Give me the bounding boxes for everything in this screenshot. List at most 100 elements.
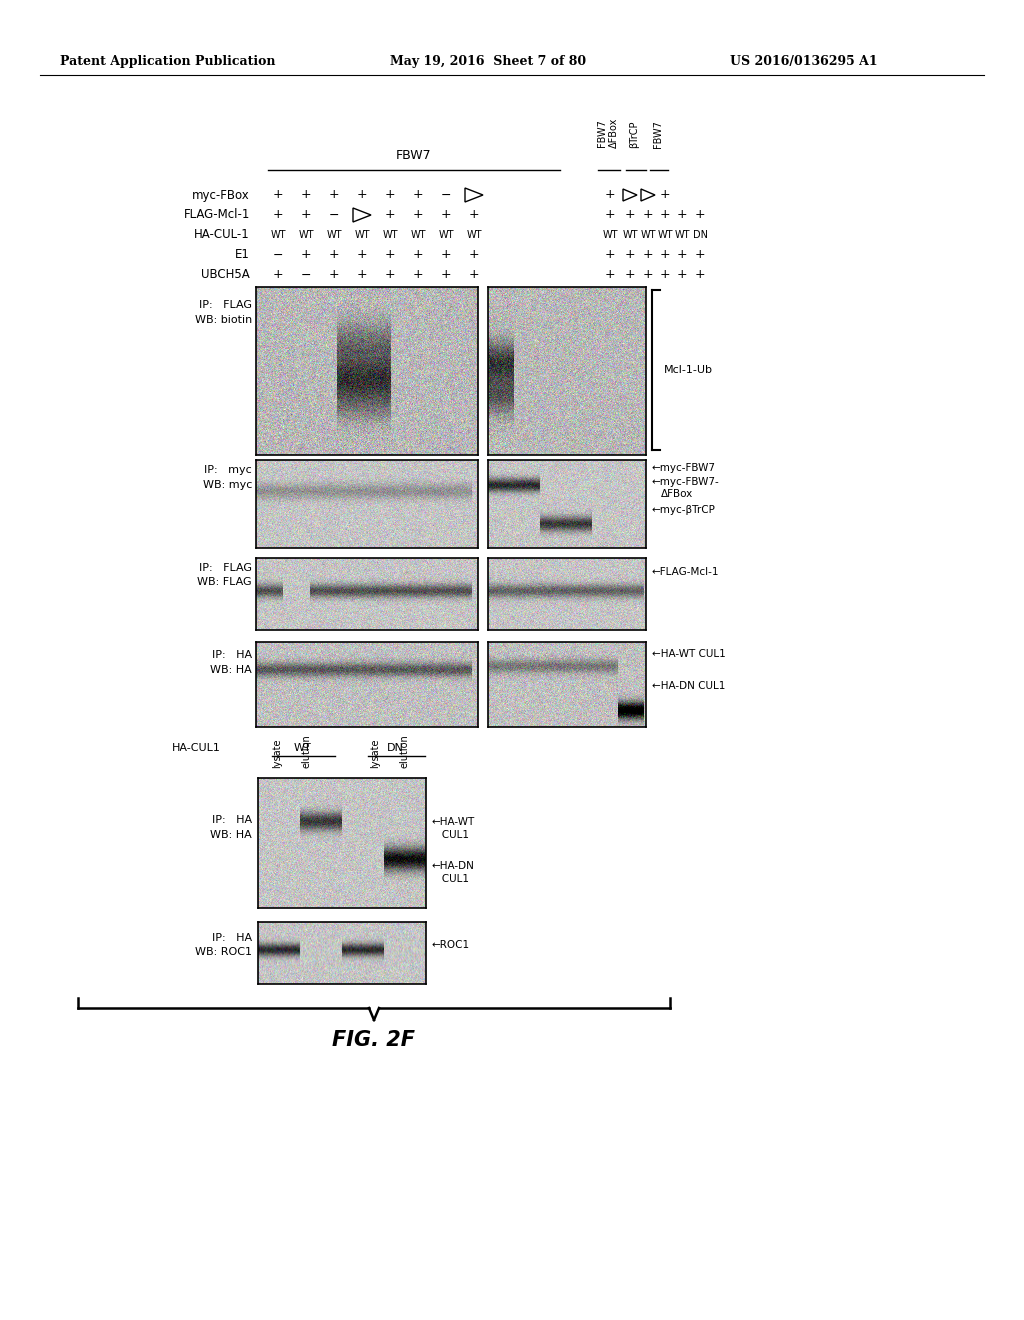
Text: ←myc-FBW7: ←myc-FBW7 xyxy=(652,463,716,473)
Text: +: + xyxy=(385,189,395,202)
Text: ΔFBox: ΔFBox xyxy=(662,488,693,499)
Text: +: + xyxy=(272,268,284,281)
Text: +: + xyxy=(625,209,635,222)
Text: May 19, 2016  Sheet 7 of 80: May 19, 2016 Sheet 7 of 80 xyxy=(390,55,586,69)
Text: +: + xyxy=(605,189,615,202)
Text: WB: ROC1: WB: ROC1 xyxy=(195,946,252,957)
Text: WT: WT xyxy=(623,230,638,240)
Text: WT: WT xyxy=(382,230,397,240)
Text: +: + xyxy=(677,268,687,281)
Text: −: − xyxy=(272,248,284,261)
Text: IP:   FLAG: IP: FLAG xyxy=(199,564,252,573)
Text: +: + xyxy=(469,248,479,261)
Text: +: + xyxy=(329,189,339,202)
Text: WT: WT xyxy=(270,230,286,240)
Text: +: + xyxy=(625,268,635,281)
Text: +: + xyxy=(356,268,368,281)
Text: +: + xyxy=(385,248,395,261)
Text: IP:   HA: IP: HA xyxy=(212,933,252,942)
Text: CUL1: CUL1 xyxy=(432,830,469,840)
Text: +: + xyxy=(301,189,311,202)
Text: +: + xyxy=(605,209,615,222)
Text: +: + xyxy=(385,268,395,281)
Text: ←HA-DN: ←HA-DN xyxy=(432,861,475,871)
Text: βTrCP: βTrCP xyxy=(629,120,639,148)
Text: HA-CUL1: HA-CUL1 xyxy=(172,743,221,752)
Text: ←HA-WT CUL1: ←HA-WT CUL1 xyxy=(652,649,726,659)
Text: myc-FBox: myc-FBox xyxy=(193,189,250,202)
Text: ←HA-WT: ←HA-WT xyxy=(432,817,475,828)
Text: +: + xyxy=(625,248,635,261)
Text: WT: WT xyxy=(411,230,426,240)
Text: −: − xyxy=(329,209,339,222)
Text: IP:   myc: IP: myc xyxy=(204,465,252,475)
Text: +: + xyxy=(605,248,615,261)
Text: +: + xyxy=(694,268,706,281)
Text: +: + xyxy=(440,248,452,261)
Text: ←HA-DN CUL1: ←HA-DN CUL1 xyxy=(652,681,725,690)
Text: WT: WT xyxy=(640,230,655,240)
Text: HA-CUL-1: HA-CUL-1 xyxy=(195,228,250,242)
Text: +: + xyxy=(385,209,395,222)
Text: WT: WT xyxy=(327,230,342,240)
Text: +: + xyxy=(413,189,423,202)
Text: ←FLAG-Mcl-1: ←FLAG-Mcl-1 xyxy=(652,568,720,577)
Text: +: + xyxy=(301,248,311,261)
Text: IP:   HA: IP: HA xyxy=(212,814,252,825)
Text: +: + xyxy=(659,209,671,222)
Text: WB: myc: WB: myc xyxy=(203,480,252,490)
Text: +: + xyxy=(659,189,671,202)
Text: ←myc-βTrCP: ←myc-βTrCP xyxy=(652,506,716,515)
Text: +: + xyxy=(469,209,479,222)
Text: WT: WT xyxy=(438,230,454,240)
Text: +: + xyxy=(413,209,423,222)
Text: Mcl-1-Ub: Mcl-1-Ub xyxy=(664,366,713,375)
Text: WT: WT xyxy=(293,743,311,752)
Text: +: + xyxy=(643,268,653,281)
Text: lysate: lysate xyxy=(370,738,380,768)
Text: WT: WT xyxy=(602,230,617,240)
Text: +: + xyxy=(272,209,284,222)
Text: FBW7: FBW7 xyxy=(396,149,432,162)
Text: +: + xyxy=(356,248,368,261)
Text: ←myc-FBW7-: ←myc-FBW7- xyxy=(652,477,720,487)
Text: WT: WT xyxy=(354,230,370,240)
Text: DN: DN xyxy=(692,230,708,240)
Text: Patent Application Publication: Patent Application Publication xyxy=(60,55,275,69)
Text: IP:   FLAG: IP: FLAG xyxy=(199,300,252,310)
Text: +: + xyxy=(469,268,479,281)
Text: +: + xyxy=(440,209,452,222)
Text: ←ROC1: ←ROC1 xyxy=(432,940,470,950)
Text: +: + xyxy=(694,209,706,222)
Text: E1: E1 xyxy=(236,248,250,261)
Text: +: + xyxy=(413,268,423,281)
Text: FLAG-Mcl-1: FLAG-Mcl-1 xyxy=(183,209,250,222)
Text: +: + xyxy=(329,268,339,281)
Text: WB: HA: WB: HA xyxy=(210,830,252,840)
Text: +: + xyxy=(694,248,706,261)
Text: FBW7
ΔFBox: FBW7 ΔFBox xyxy=(597,117,618,148)
Text: +: + xyxy=(440,268,452,281)
Text: lysate: lysate xyxy=(272,738,282,768)
Text: +: + xyxy=(643,248,653,261)
Text: WT: WT xyxy=(466,230,481,240)
Text: US 2016/0136295 A1: US 2016/0136295 A1 xyxy=(730,55,878,69)
Text: WB: biotin: WB: biotin xyxy=(195,315,252,325)
Text: WT: WT xyxy=(674,230,690,240)
Text: +: + xyxy=(413,248,423,261)
Text: +: + xyxy=(356,189,368,202)
Text: UBCH5A: UBCH5A xyxy=(202,268,250,281)
Text: WB: FLAG: WB: FLAG xyxy=(198,577,252,587)
Text: −: − xyxy=(301,268,311,281)
Text: WT: WT xyxy=(298,230,313,240)
Text: +: + xyxy=(643,209,653,222)
Text: IP:   HA: IP: HA xyxy=(212,649,252,660)
Text: +: + xyxy=(677,248,687,261)
Text: elution: elution xyxy=(302,734,312,768)
Text: +: + xyxy=(605,268,615,281)
Text: FBW7: FBW7 xyxy=(653,120,663,148)
Text: WT: WT xyxy=(657,230,673,240)
Text: +: + xyxy=(659,268,671,281)
Text: FIG. 2F: FIG. 2F xyxy=(333,1030,416,1049)
Text: +: + xyxy=(272,189,284,202)
